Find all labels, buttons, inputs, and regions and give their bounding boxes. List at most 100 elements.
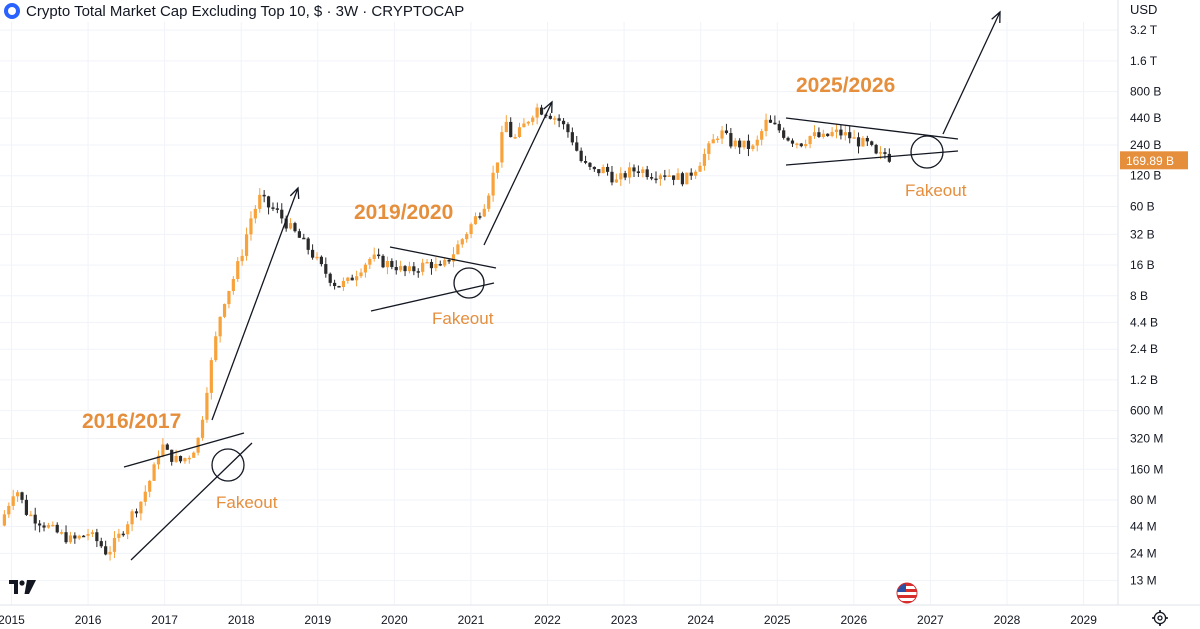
- cycle-label-2016-2017: 2016/2017: [82, 410, 181, 433]
- candle-body: [834, 129, 839, 133]
- triangle-upper-trendline-2016: [123, 432, 245, 468]
- candle-body: [782, 130, 786, 138]
- candle-body: [685, 172, 689, 185]
- price-tick-label: 800 B: [1130, 85, 1161, 99]
- chart-grid: [0, 22, 1118, 605]
- candle-body: [346, 277, 350, 281]
- candle-body: [95, 532, 99, 542]
- time-tick-label: 2029: [1070, 613, 1097, 627]
- projected-breakout-arrow: [942, 11, 1001, 135]
- fakeout-circle-2016: [211, 448, 245, 482]
- candle-body: [33, 514, 37, 524]
- candle-body: [729, 133, 733, 147]
- candle-body: [751, 145, 755, 149]
- cycle-label-2025-2026: 2025/2026: [796, 74, 895, 97]
- price-tick-label: 160 M: [1130, 462, 1163, 476]
- candle-body: [253, 208, 257, 219]
- candle-body: [82, 535, 86, 538]
- last-price-tag-background: [1120, 151, 1188, 170]
- candle-body: [790, 140, 795, 144]
- candle-body: [200, 419, 205, 438]
- candle-body: [557, 118, 561, 121]
- candle-body: [667, 175, 671, 177]
- price-tick-label: 3.2 T: [1130, 23, 1158, 37]
- candle-body: [764, 119, 768, 132]
- candle-body: [460, 239, 464, 245]
- candle-body: [451, 254, 456, 262]
- fakeout-label-2026: Fakeout: [905, 181, 967, 200]
- candle-body: [77, 535, 81, 539]
- candle-body: [795, 143, 799, 146]
- candle-body: [38, 523, 42, 526]
- breakout-arrow-2021-head: [543, 100, 553, 114]
- candle-body: [733, 140, 737, 147]
- candle-body: [711, 139, 715, 144]
- candle-body: [385, 261, 390, 268]
- candle-body: [443, 259, 447, 266]
- time-tick-label: 2027: [917, 613, 944, 627]
- candle-body: [773, 122, 777, 125]
- candle-body: [416, 271, 420, 273]
- candle-body: [473, 216, 478, 225]
- candle-body: [244, 234, 249, 256]
- price-tick-label: 24 M: [1130, 546, 1157, 560]
- candle-body: [672, 175, 676, 180]
- candle-body: [738, 140, 742, 148]
- candle-body: [760, 131, 764, 140]
- candle-body: [390, 261, 394, 268]
- candle-body: [645, 169, 649, 178]
- time-tick-label: 2022: [534, 613, 561, 627]
- time-tick-label: 2019: [304, 613, 331, 627]
- candle-body: [649, 177, 654, 179]
- candle-body: [856, 137, 861, 147]
- candle-body: [381, 255, 385, 268]
- price-tick-label: 60 B: [1130, 199, 1155, 213]
- gear-icon[interactable]: [1152, 610, 1168, 626]
- time-tick-label: 2021: [458, 613, 485, 627]
- candle-body: [104, 546, 108, 555]
- candle-body: [438, 263, 442, 266]
- candle-body: [306, 238, 310, 250]
- time-tick-label: 2028: [994, 613, 1021, 627]
- candle-body: [42, 525, 46, 528]
- candle-body: [579, 150, 583, 162]
- candle-body: [720, 130, 724, 139]
- price-axis[interactable]: 3.2 T 1.6 T 800 B 440 B 240 B 120 B 60 B 32 B 16…: [1130, 23, 1163, 587]
- candle-body: [341, 280, 346, 288]
- candle-body: [161, 444, 165, 456]
- candle-body: [86, 534, 90, 536]
- price-tick-label: 8 B: [1130, 289, 1148, 303]
- candle-body: [689, 172, 693, 176]
- candle-body: [293, 223, 297, 232]
- triangle-lower-trendline-2019: [370, 282, 495, 312]
- candle-body: [570, 132, 574, 143]
- candle-body: [870, 141, 874, 145]
- candle-body: [548, 115, 552, 119]
- candle-body: [588, 162, 592, 167]
- time-tick-label: 2016: [75, 613, 102, 627]
- time-tick-label: 2020: [381, 613, 408, 627]
- candle-body: [663, 175, 667, 177]
- candle-body: [478, 216, 482, 218]
- time-axis[interactable]: 2015 2016 2017 2018 2019 2020 2021 2022 2023 2024…: [0, 613, 1097, 627]
- symbol-title[interactable]: Crypto Total Market Cap Excluding Top 10…: [26, 2, 465, 20]
- projected-breakout-arrow-head: [991, 10, 1001, 24]
- candle-body: [284, 218, 288, 229]
- candle-body: [143, 491, 147, 502]
- currency-selector-button[interactable]: USD: [1130, 2, 1158, 17]
- candle-body: [333, 282, 337, 287]
- candle-body: [619, 173, 623, 180]
- candle-body: [447, 259, 451, 262]
- candle-body: [271, 207, 275, 209]
- candle-body: [377, 254, 381, 257]
- candle-body: [64, 532, 68, 543]
- candle-body: [183, 458, 187, 462]
- triangle-upper-trendline-2025: [785, 117, 959, 140]
- candle-body: [214, 336, 218, 361]
- cycle-label-2019-2020: 2019/2020: [354, 201, 453, 224]
- chart-header: Crypto Total Market Cap Excluding Top 10…: [4, 1, 464, 21]
- tradingview-symbol-logo-icon: [4, 3, 20, 19]
- candle-body: [310, 249, 315, 258]
- candle-body: [698, 165, 702, 172]
